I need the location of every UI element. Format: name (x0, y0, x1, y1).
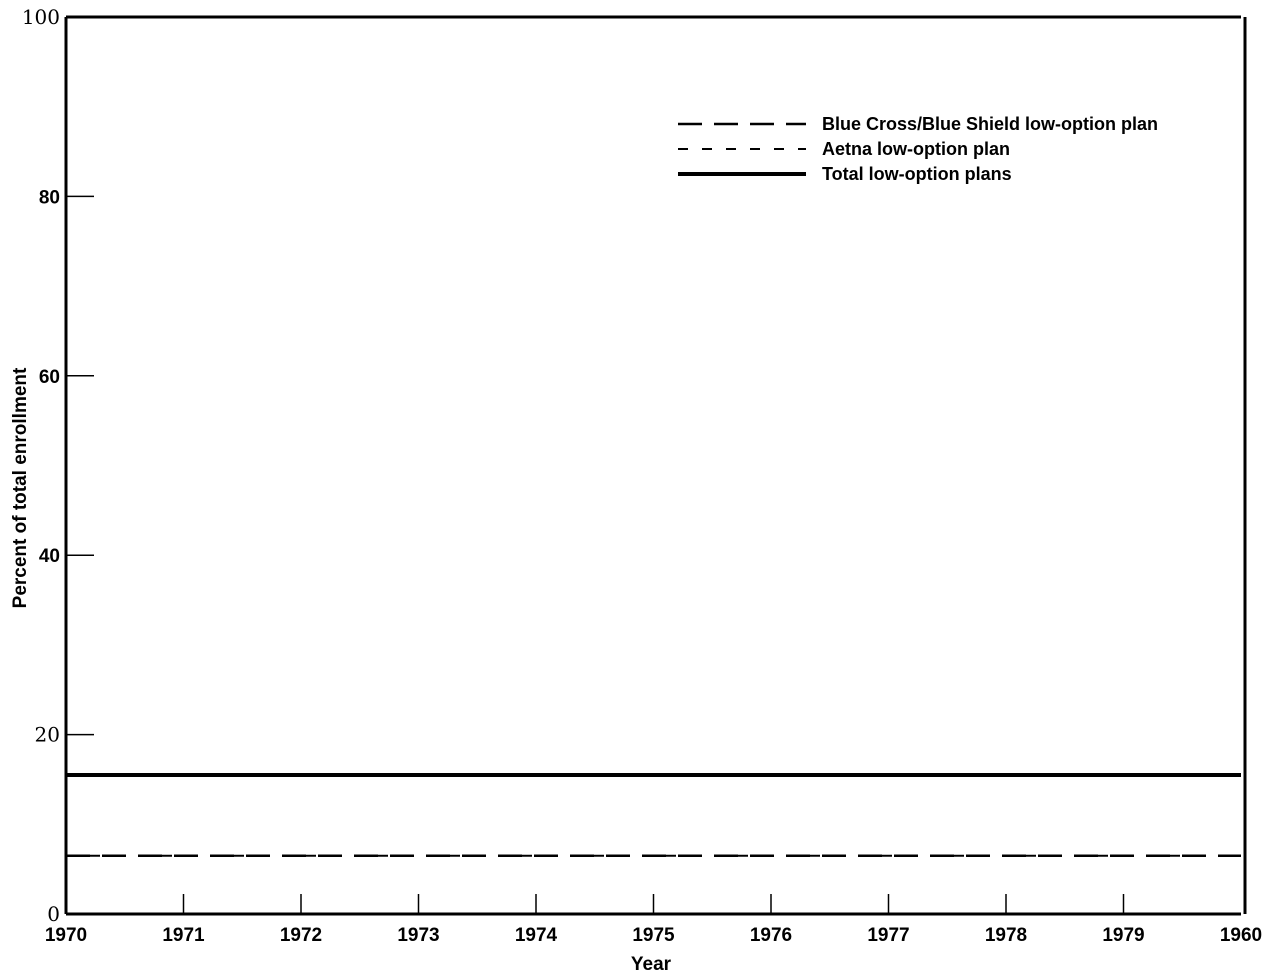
x-tick-label: 1971 (162, 925, 205, 946)
y-tick-label: 60 (39, 367, 60, 388)
legend-label-1: Blue Cross/Blue Shield low-option plan (822, 114, 1158, 134)
x-tick-label: 1970 (45, 925, 87, 946)
x-tick-label: 1973 (397, 925, 439, 946)
x-axis-ticks: 1970 1971 1972 1973 1974 1975 1976 1977 1978 1979… (45, 894, 1262, 946)
y-tick-label: 0 (47, 902, 60, 926)
y-tick-label: 100 (22, 5, 60, 29)
y-tick-label: 80 (39, 187, 60, 208)
y-axis-ticks: 0 20 40 60 80 100 (22, 5, 94, 926)
y-tick-label: 20 (35, 723, 60, 747)
x-tick-label: 1979 (1102, 925, 1144, 946)
y-axis-title: Percent of total enrollment (10, 367, 31, 608)
x-tick-label: 1975 (632, 925, 675, 946)
x-tick-label: 1960 (1220, 925, 1262, 946)
x-tick-label: 1978 (985, 925, 1027, 946)
series-layer (66, 772, 1241, 857)
x-tick-label: 1976 (750, 925, 792, 946)
x-tick-label: 1974 (515, 925, 558, 946)
legend-label-2: Aetna low-option plan (822, 139, 1010, 159)
legend: Blue Cross/Blue Shield low-option plan Ae… (678, 114, 1158, 184)
y-tick-label: 40 (39, 546, 60, 567)
legend-label-3: Total low-option plans (822, 164, 1012, 184)
x-tick-label: 1972 (280, 925, 322, 946)
x-tick-label: 1977 (867, 925, 909, 946)
plot-frame (64, 15, 1247, 916)
x-axis-title: Year (631, 954, 672, 975)
